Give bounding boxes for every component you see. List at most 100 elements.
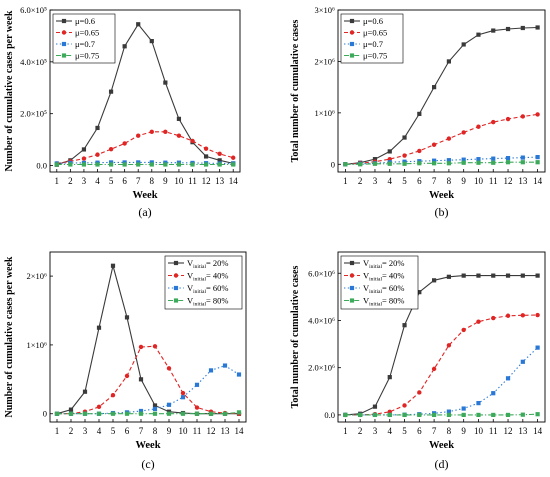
data-point xyxy=(136,133,141,138)
data-point xyxy=(96,411,102,416)
legend-label: Vinitial= 60% xyxy=(363,283,404,295)
series-line xyxy=(56,131,234,164)
data-point xyxy=(203,146,209,151)
x-tick-label: 5 xyxy=(402,426,407,436)
x-axis-label: Week xyxy=(132,190,157,201)
data-point xyxy=(231,162,236,167)
data-point xyxy=(180,395,186,400)
legend-label: Vinitial= 40% xyxy=(187,271,228,283)
y-tick-label: 6.0×10⁶ xyxy=(308,268,335,278)
x-tick-label: 13 xyxy=(215,176,225,186)
legend-marker xyxy=(173,260,179,266)
y-axis-label: Number of cumulative cases per week xyxy=(4,256,15,417)
data-point xyxy=(358,412,363,418)
data-point xyxy=(110,411,116,416)
data-point xyxy=(176,162,182,167)
legend-label: μ=0.75 xyxy=(75,51,99,61)
data-point xyxy=(208,411,214,416)
x-tick-label: 3 xyxy=(373,176,378,186)
data-point xyxy=(222,411,228,416)
data-point xyxy=(81,162,87,167)
x-tick-label: 10 xyxy=(179,426,189,436)
x-tick-label: 2 xyxy=(358,176,363,186)
data-point xyxy=(231,155,236,160)
data-point xyxy=(124,373,130,379)
data-point xyxy=(110,392,116,398)
data-point xyxy=(491,160,496,165)
data-point xyxy=(372,161,378,166)
data-point xyxy=(372,404,378,409)
x-tick-label: 3 xyxy=(83,426,88,436)
x-tick-label: 10 xyxy=(474,426,484,436)
x-tick-label: 10 xyxy=(474,176,484,186)
data-point xyxy=(68,407,74,412)
y-tick-label: 4.0×10⁵ xyxy=(20,57,47,67)
x-tick-label: 1 xyxy=(55,426,60,436)
x-tick-label: 13 xyxy=(518,426,528,436)
data-point xyxy=(417,111,422,116)
plot-frame xyxy=(49,251,247,423)
data-point xyxy=(95,152,100,157)
data-point xyxy=(491,412,496,418)
data-point xyxy=(124,411,130,416)
x-tick-label: 8 xyxy=(447,426,452,436)
legend-label: Vinitial= 80% xyxy=(187,296,228,308)
x-tick-label: 9 xyxy=(461,426,466,436)
data-point xyxy=(343,412,348,418)
data-point xyxy=(446,158,451,163)
legend: μ=0.6 μ=0.65μ=0.7 μ=0.75 xyxy=(340,13,404,64)
data-point xyxy=(446,409,451,414)
plot-frame xyxy=(49,9,241,173)
series-line xyxy=(345,113,538,165)
series-line xyxy=(345,275,538,416)
legend-label: Vinitial= 40% xyxy=(363,271,404,283)
data-point xyxy=(343,162,348,167)
legend-label: μ=0.65 xyxy=(363,28,387,38)
data-point xyxy=(138,377,144,382)
data-point xyxy=(387,412,392,418)
data-point xyxy=(491,273,496,278)
data-point xyxy=(236,410,242,415)
data-point xyxy=(166,402,172,407)
x-tick-label: 11 xyxy=(489,426,498,436)
x-tick-label: 1 xyxy=(343,426,348,436)
data-point xyxy=(149,129,154,135)
series-line xyxy=(56,265,239,415)
x-tick-label: 12 xyxy=(207,426,216,436)
x-tick-label: 8 xyxy=(150,176,155,186)
y-axis-label: Number of cumulative cases per week xyxy=(4,10,15,171)
panel-label: (b) xyxy=(435,205,449,219)
x-axis-label: Week xyxy=(135,440,160,451)
legend-label: Vinitial= 80% xyxy=(363,296,404,308)
legend-marker xyxy=(349,260,355,266)
data-point xyxy=(520,114,526,119)
data-point xyxy=(402,323,407,328)
data-point xyxy=(163,129,168,135)
y-tick-label: 1×10⁶ xyxy=(314,108,335,118)
x-tick-label: 4 xyxy=(388,176,393,186)
data-point xyxy=(520,160,525,165)
data-point xyxy=(138,411,144,416)
data-point xyxy=(166,411,172,416)
x-tick-label: 8 xyxy=(447,176,452,186)
data-point xyxy=(461,327,466,333)
x-axis-label: Week xyxy=(429,190,454,201)
series-line xyxy=(345,413,538,416)
data-point xyxy=(505,156,511,161)
data-point xyxy=(476,401,481,406)
data-point xyxy=(217,162,222,167)
y-tick-label: 6.0×10⁵ xyxy=(20,5,47,15)
data-point xyxy=(535,412,540,417)
data-point xyxy=(505,26,511,32)
data-point xyxy=(387,161,392,166)
legend: Vinitial= 20%Vinitial= 40%Vinitial= 60%V… xyxy=(164,255,243,310)
data-point xyxy=(82,389,88,394)
data-point xyxy=(520,25,525,31)
data-point xyxy=(203,154,209,159)
x-tick-label: 3 xyxy=(82,176,87,186)
legend-marker xyxy=(61,53,67,58)
x-tick-label: 14 xyxy=(235,426,245,436)
data-point xyxy=(110,263,116,268)
data-point xyxy=(461,42,466,47)
x-tick-label: 4 xyxy=(388,426,393,436)
